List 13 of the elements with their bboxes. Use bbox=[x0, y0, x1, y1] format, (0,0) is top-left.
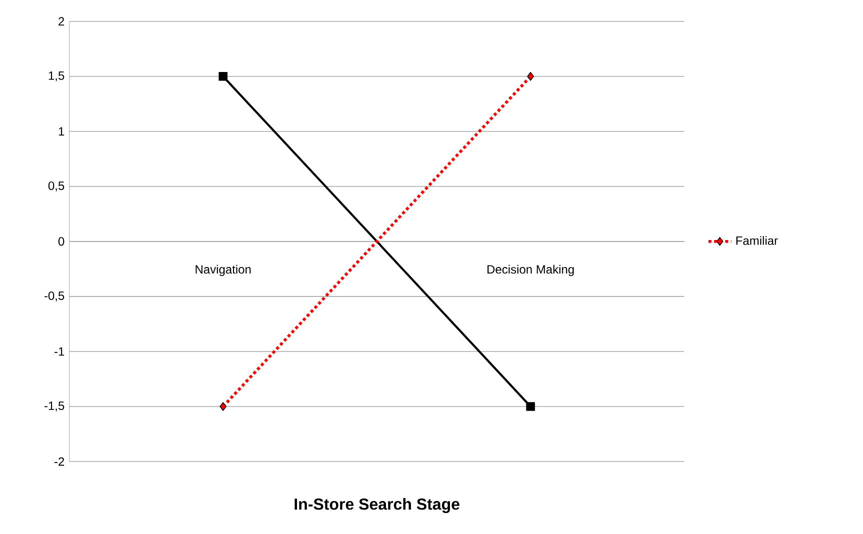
y-tick-label: 0,5 bbox=[48, 182, 64, 192]
y-tick-label: -1 bbox=[54, 348, 64, 356]
x-tick-label: Decision Making bbox=[487, 265, 574, 276]
x-tick-label: Navigation bbox=[196, 265, 251, 276]
y-tick-label: 1 bbox=[58, 127, 64, 136]
y-tick-label: -1,5 bbox=[44, 402, 64, 412]
y-tick-label: 1,5 bbox=[48, 72, 64, 82]
legend-label: Familiar bbox=[736, 236, 778, 246]
x-axis-title: In-Store Search Stage bbox=[294, 498, 460, 514]
y-tick-label: 2 bbox=[58, 17, 64, 26]
y-tick-label: -0,5 bbox=[44, 292, 64, 302]
y-tick-label: 0 bbox=[58, 237, 64, 246]
y-tick-label: -2 bbox=[54, 458, 64, 466]
